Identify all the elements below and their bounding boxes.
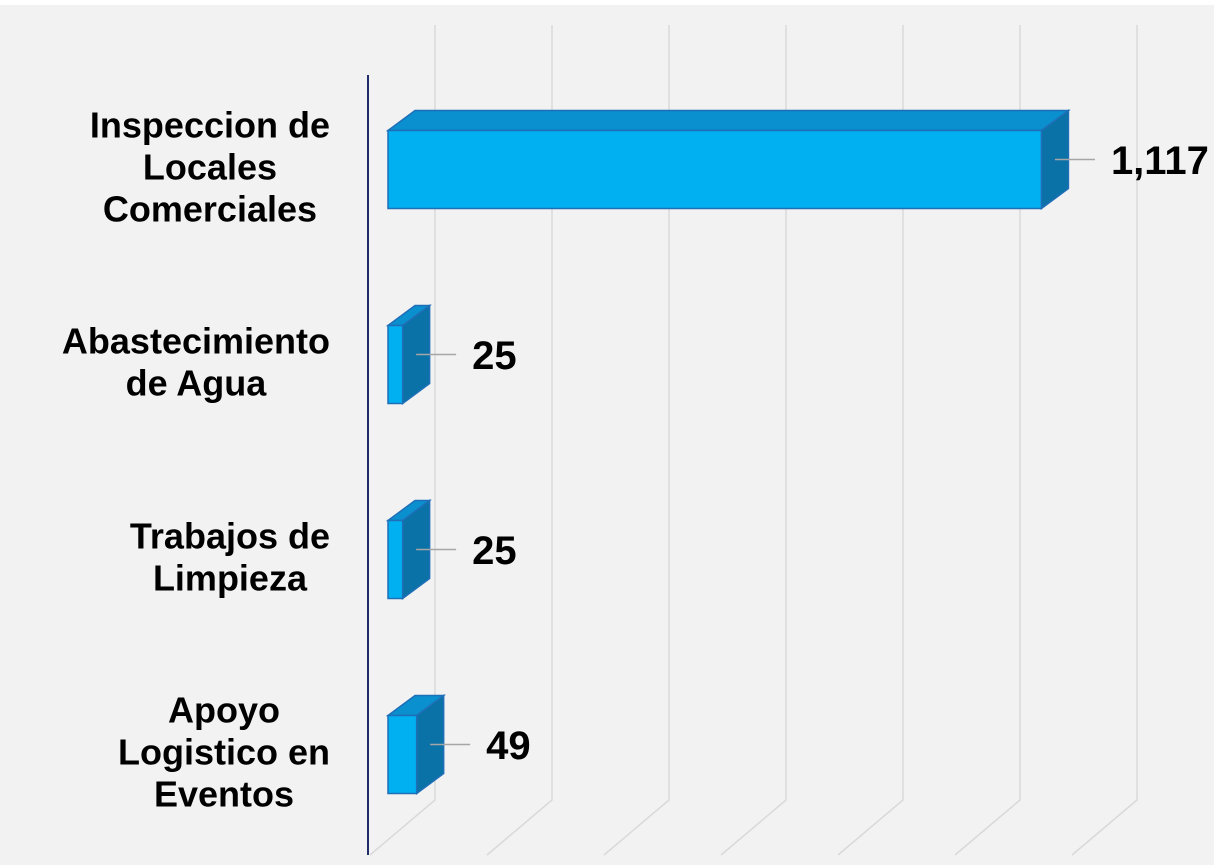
y-tick-label: Apoyo Logistico en Eventos (118, 689, 330, 814)
grid-line (720, 25, 787, 856)
bar-front (387, 519, 404, 600)
y-tick-label-line: Locales (143, 146, 277, 187)
grid-line (1071, 25, 1138, 856)
y-tick-label-line: Inspeccion de (90, 104, 330, 145)
y-tick-label: Trabajos de Limpieza (130, 515, 330, 598)
y-tick-label-line: Eventos (154, 773, 294, 814)
y-tick-label-line: Abastecimiento (62, 320, 330, 361)
y-tick-label: Abastecimiento de Agua (62, 320, 330, 403)
grid-line (369, 25, 436, 856)
bar-front (387, 129, 1043, 210)
data-label: 49 (486, 724, 531, 768)
bar (385, 499, 432, 600)
y-tick-label-line: de Agua (126, 362, 268, 403)
data-label: 25 (472, 334, 517, 378)
bar (385, 109, 1071, 210)
y-tick-label-line: Apoyo (168, 689, 280, 730)
grid-line (486, 25, 553, 856)
bar-top (385, 109, 1071, 132)
data-label: 1,117 (1111, 139, 1209, 183)
y-tick-label-line: Logistico en (118, 731, 330, 772)
grid-line (837, 25, 904, 856)
grid-line (603, 25, 670, 856)
y-tick-label: Inspeccion de Locales Comerciales (90, 104, 330, 229)
y-tick-label-line: Limpieza (153, 557, 308, 598)
y-tick-label-line: Trabajos de (130, 515, 330, 556)
grid-line (954, 25, 1021, 856)
bar (385, 304, 432, 405)
data-label: 25 (472, 529, 517, 573)
bar-front (387, 714, 418, 795)
y-tick-label-line: Comerciales (103, 188, 317, 229)
bar-front (387, 324, 404, 405)
